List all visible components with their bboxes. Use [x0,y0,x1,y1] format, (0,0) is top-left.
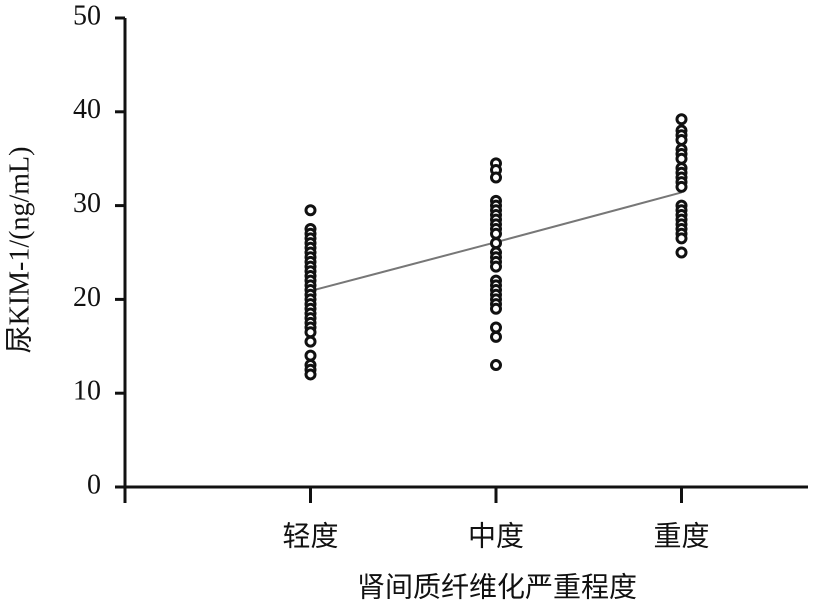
data-point [490,260,502,273]
data-point [304,335,317,348]
y-tick-label: 10 [73,376,101,407]
data-point [304,349,317,362]
y-tick-label: 50 [73,0,101,31]
data-point [675,133,688,146]
y-tick-label: 0 [87,469,101,500]
data-point [490,321,502,334]
data-point [675,113,688,126]
x-tick-label: 中度 [468,520,524,552]
data-point [304,326,317,339]
data-point [490,330,502,343]
data-point [675,180,688,193]
y-tick-label: 40 [73,94,101,125]
data-point [490,359,502,372]
y-tick-label: 30 [73,188,101,219]
data-point [490,302,502,315]
data-point [304,204,317,217]
data-point [490,171,502,184]
data-point [675,232,688,245]
data-point [675,152,688,165]
y-axis-label: 尿KIM-1/(ng/mL) [4,147,35,354]
x-tick-label: 重度 [653,520,709,552]
x-axis-label: 肾间质纤维化严重程度 [357,571,637,603]
y-tick-label: 20 [73,282,101,313]
data-point [675,246,688,259]
data-point [304,368,317,381]
data-point [490,237,502,250]
data-point [490,227,502,240]
x-tick-label: 轻度 [282,520,338,552]
